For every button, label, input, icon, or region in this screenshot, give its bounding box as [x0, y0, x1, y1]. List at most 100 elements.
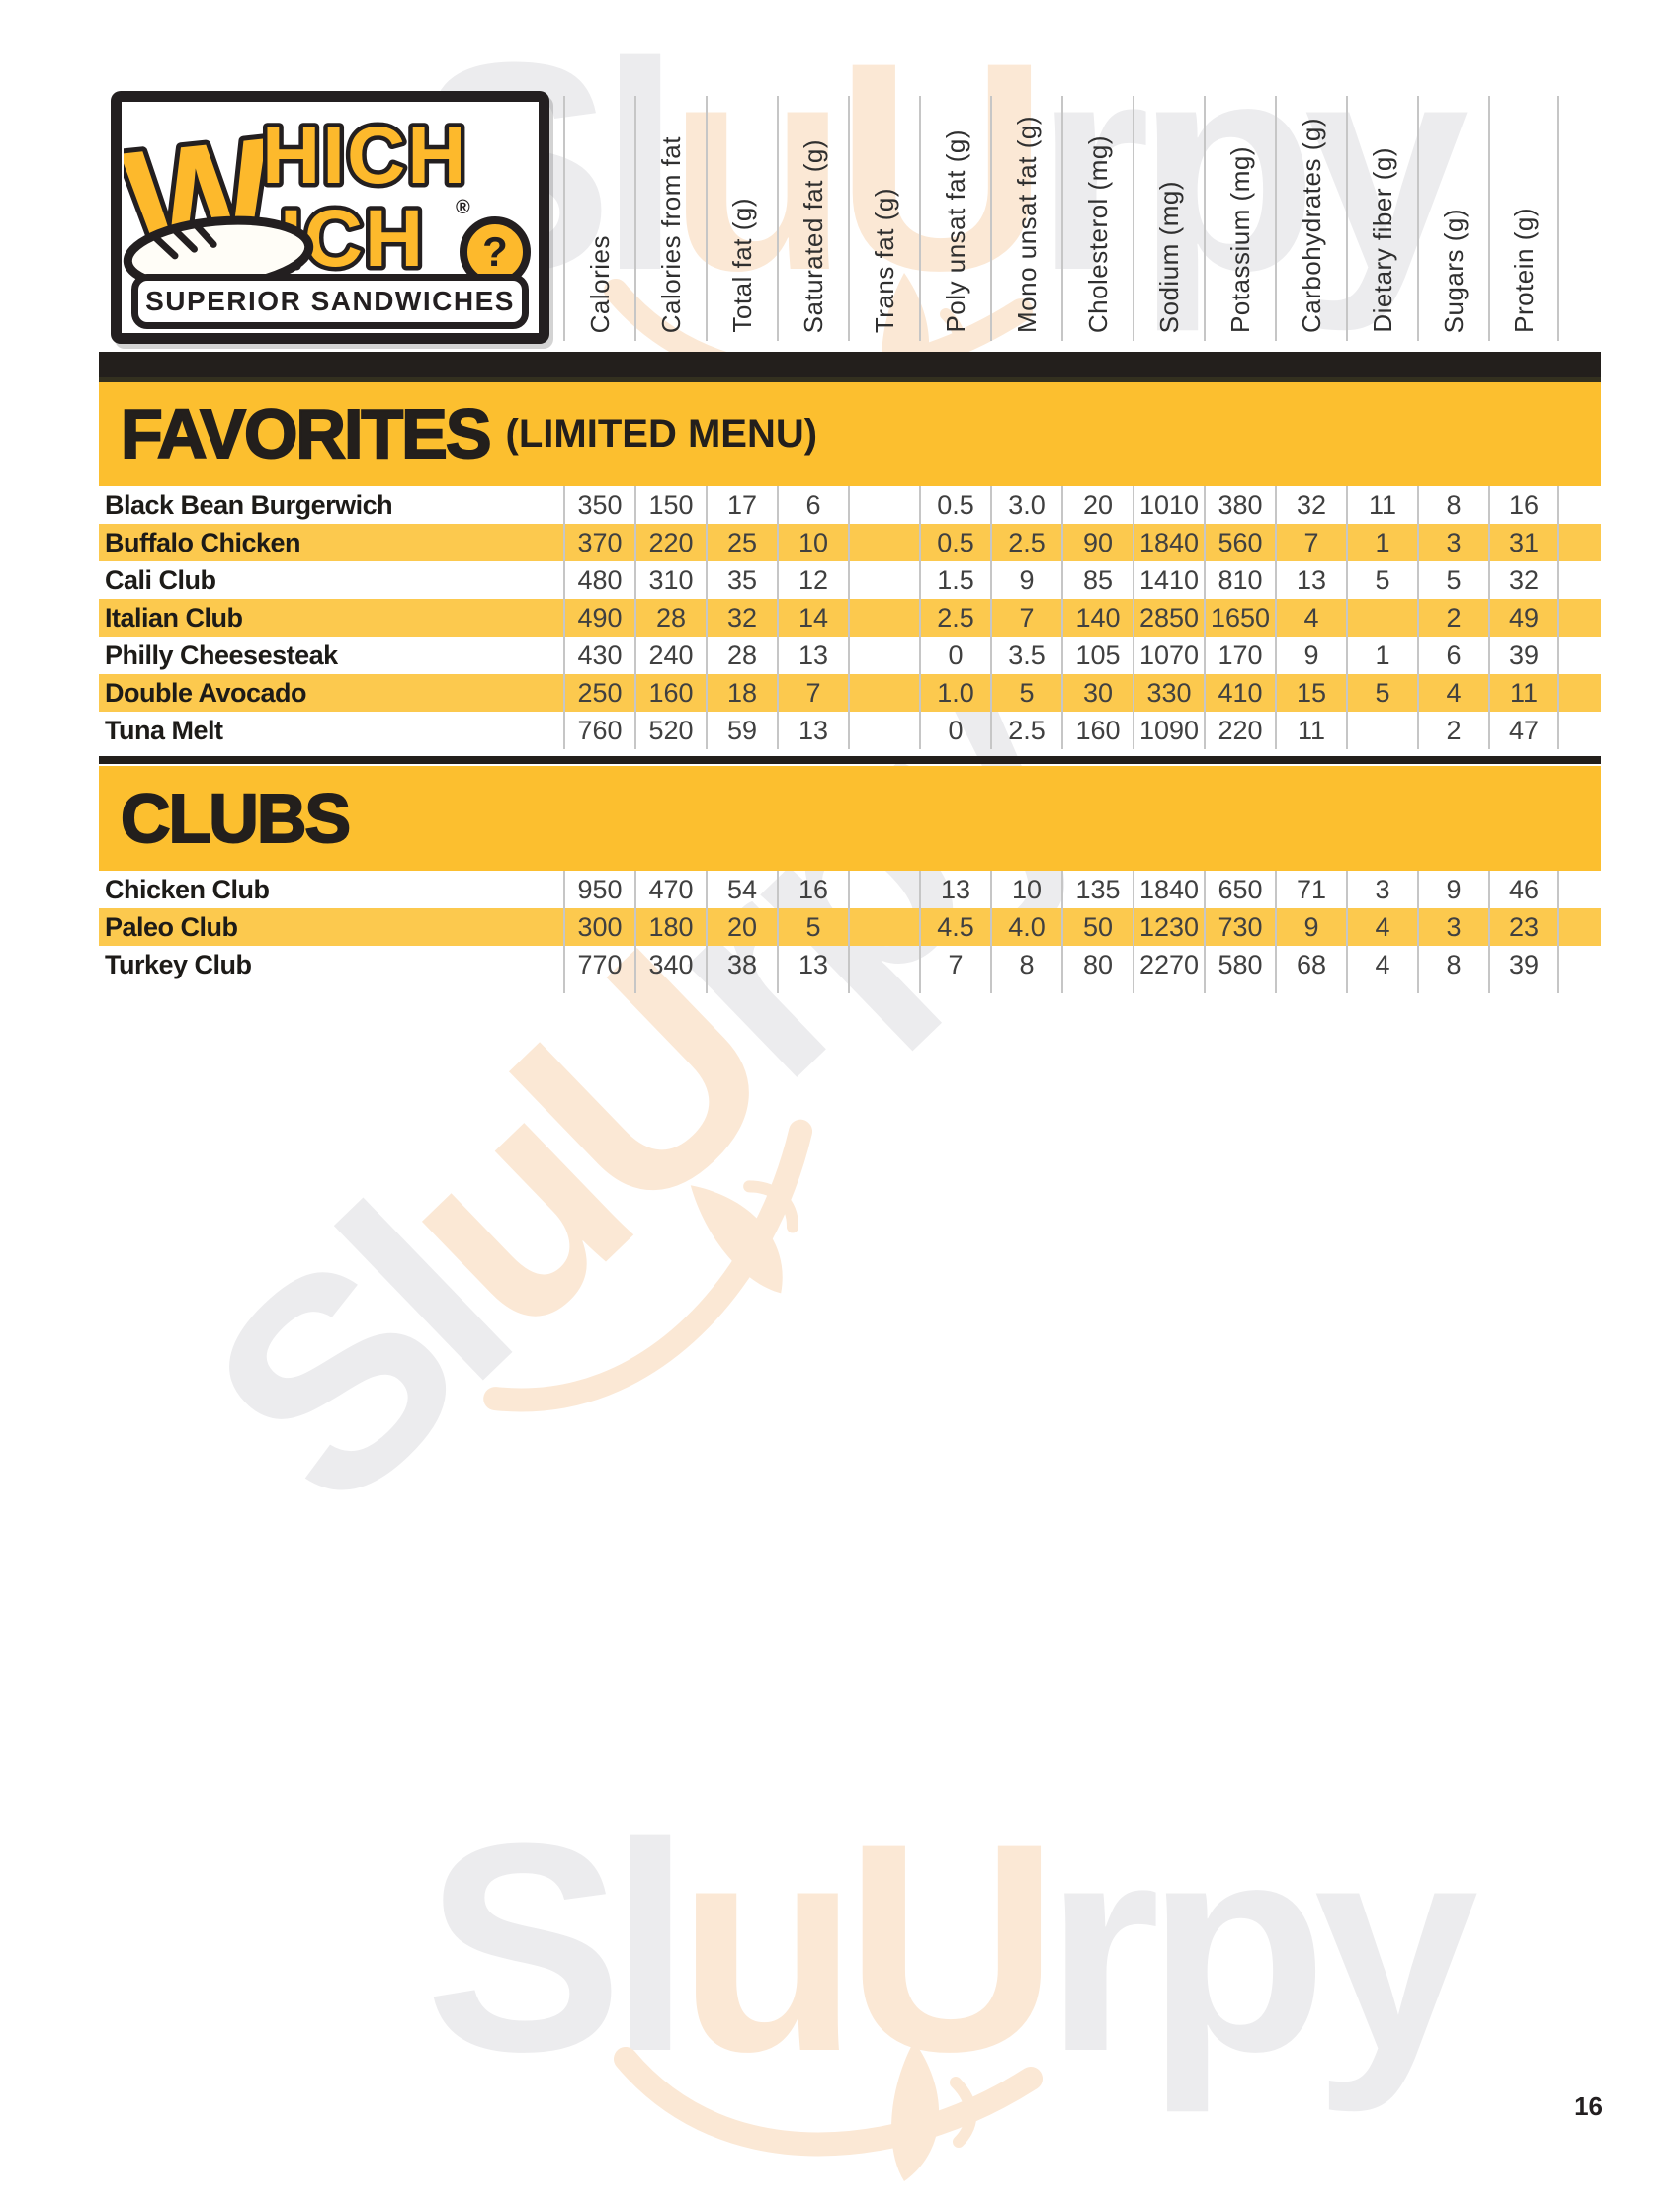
section-favorites: FAVORITES (LIMITED MENU) Black Bean Burg…	[99, 352, 1601, 749]
nutrition-value: 0.5	[919, 486, 990, 524]
item-name: Cali Club	[105, 564, 216, 595]
section-subtitle: (LIMITED MENU)	[505, 411, 818, 456]
nutrition-value	[1061, 983, 1133, 993]
nutrition-value: 4.0	[990, 908, 1061, 946]
nutrition-value: 3	[1417, 524, 1488, 561]
column-header: Cholesterol (mg)	[1061, 96, 1133, 341]
nutrition-value: 140	[1061, 599, 1133, 637]
bread-icon	[123, 215, 314, 293]
nutrition-value	[919, 983, 990, 993]
nutrition-value: 32	[1275, 486, 1346, 524]
header-row: Calories Calories from fat Total fat (g) Sa…	[99, 74, 1601, 341]
nutrition-value	[848, 674, 919, 712]
nutrition-value: 770	[563, 946, 634, 983]
nutrition-value: 25	[706, 524, 777, 561]
nutrition-value	[848, 524, 919, 561]
nutrition-value: 50	[1061, 908, 1133, 946]
nutrition-value: 7	[919, 946, 990, 983]
column-header: Dietary fiber (g)	[1346, 96, 1417, 341]
table-row: Tuna Melt 760 520 59 13 0 2.5 160 1090 220 11 2 47	[99, 712, 1601, 749]
nutrition-value: 310	[634, 561, 706, 599]
column-header: Mono unsat fat (g)	[990, 96, 1061, 341]
nutrition-value	[1346, 712, 1417, 749]
column-header-label: Carbohydrates (g)	[1296, 117, 1326, 333]
nutrition-value: 16	[777, 871, 848, 908]
nutrition-value: 3.5	[990, 637, 1061, 674]
nutrition-value: 2850	[1133, 599, 1204, 637]
nutrition-value: 1.0	[919, 674, 990, 712]
nutrition-value: 150	[634, 486, 706, 524]
item-name: Turkey Club	[105, 949, 252, 979]
nutrition-value: 6	[777, 486, 848, 524]
nutrition-value: 340	[634, 946, 706, 983]
nutrition-value: 7	[990, 599, 1061, 637]
nutrition-value: 4.5	[919, 908, 990, 946]
nutrition-value: 5	[1346, 674, 1417, 712]
nutrition-value: 32	[706, 599, 777, 637]
spacer	[99, 749, 1601, 756]
smile-tongue-icon	[614, 2041, 1043, 2181]
nutrition-value: 180	[634, 908, 706, 946]
nutrition-value: 5	[1417, 561, 1488, 599]
nutrition-value	[1133, 983, 1204, 993]
nutrition-value: 9	[990, 561, 1061, 599]
nutrition-value: 7	[1275, 524, 1346, 561]
nutrition-value: 23	[1488, 908, 1559, 946]
section-rows: Black Bean Burgerwich 350 150 17 6 0.5 3.0 20 10…	[99, 486, 1601, 749]
column-header: Potassium (mg)	[1204, 96, 1275, 341]
nutrition-value: 490	[563, 599, 634, 637]
nutrition-value: 2	[1417, 712, 1488, 749]
logo-line1: HICH	[262, 111, 467, 201]
nutrition-value: 47	[1488, 712, 1559, 749]
column-header-label: Dietary fiber (g)	[1367, 147, 1397, 333]
nutrition-value: 13	[1275, 561, 1346, 599]
column-header: Trans fat (g)	[848, 96, 919, 341]
nutrition-value: 28	[634, 599, 706, 637]
registered-mark: ®	[456, 197, 470, 218]
nutrition-value: 1.5	[919, 561, 990, 599]
nutrition-value: 2.5	[919, 599, 990, 637]
nutrition-value: 1010	[1133, 486, 1204, 524]
nutrition-value: 28	[706, 637, 777, 674]
nutrition-value: 35	[706, 561, 777, 599]
column-header-label: Potassium (mg)	[1224, 145, 1255, 333]
table-row: Buffalo Chicken 370 220 25 10 0.5 2.5 90 1840 560…	[99, 524, 1601, 561]
nutrition-value: 0	[919, 637, 990, 674]
column-header: Sugars (g)	[1417, 96, 1488, 341]
column-header-label: Protein (g)	[1508, 208, 1539, 333]
nutrition-value	[848, 946, 919, 983]
nutrition-value	[1204, 983, 1275, 993]
nutrition-value: 20	[706, 908, 777, 946]
nutrition-value: 31	[1488, 524, 1559, 561]
nutrition-value: 300	[563, 908, 634, 946]
nutrition-value: 5	[1346, 561, 1417, 599]
nutrition-value: 950	[563, 871, 634, 908]
nutrition-value: 59	[706, 712, 777, 749]
nutrition-value: 17	[706, 486, 777, 524]
nutrition-value: 0	[919, 712, 990, 749]
nutrition-value: 4	[1346, 908, 1417, 946]
nutrition-value: 39	[1488, 637, 1559, 674]
item-name: Italian Club	[105, 602, 243, 633]
nutrition-value	[1346, 599, 1417, 637]
item-name: Double Avocado	[105, 677, 307, 708]
section-rows: Chicken Club 950 470 54 16 13 10 135 1840 650 71 3 9…	[99, 871, 1601, 993]
nutrition-value: 15	[1275, 674, 1346, 712]
logo-tagline: SUPERIOR SANDWICHES	[131, 274, 529, 329]
nutrition-value: 13	[777, 946, 848, 983]
nutrition-value: 3	[1346, 871, 1417, 908]
watermark-text: SluUrpy	[425, 1799, 1478, 2095]
nutrition-value: 8	[1417, 946, 1488, 983]
section-band: FAVORITES (LIMITED MENU)	[99, 382, 1601, 486]
nutrition-value: 80	[1061, 946, 1133, 983]
nutrition-value: 220	[634, 524, 706, 561]
nutrition-value: 7	[777, 674, 848, 712]
nutrition-value: 8	[1417, 486, 1488, 524]
nutrition-value: 4	[1275, 599, 1346, 637]
nutrition-value	[848, 908, 919, 946]
nutrition-value: 85	[1061, 561, 1133, 599]
column-header: Saturated fat (g)	[777, 96, 848, 341]
table-row: Double Avocado 250 160 18 7 1.0 5 30 330 410 15 5 4 1…	[99, 674, 1601, 712]
nutrition-value: 18	[706, 674, 777, 712]
nutrition-table: Calories Calories from fat Total fat (g) Sa…	[99, 74, 1601, 993]
